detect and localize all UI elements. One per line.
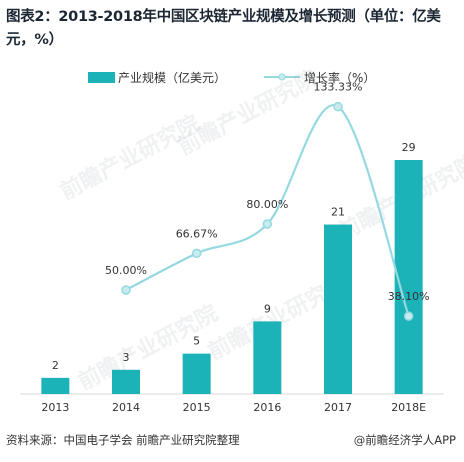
growth-rate-point [121, 285, 131, 295]
bar-value-label: 2 [52, 359, 59, 372]
bar-value-label: 21 [331, 206, 345, 219]
growth-rate-label: 50.00% [105, 264, 147, 277]
bar [324, 224, 352, 394]
x-tick-label: 2018E [391, 401, 426, 414]
growth-rate-label: 133.33% [314, 81, 363, 94]
legend-line-swatch [264, 73, 300, 81]
bar-value-label: 3 [123, 351, 130, 364]
growth-rate-label: 80.00% [246, 198, 288, 211]
x-tick-label: 2013 [41, 401, 69, 414]
bar-value-label: 29 [402, 141, 416, 154]
legend-bar-label: 产业规模（亿美元） [118, 71, 227, 85]
legend-line-label: 增长率（%） [304, 71, 376, 85]
growth-rate-point [403, 311, 414, 321]
bar [41, 377, 70, 394]
x-tick-label: 2014 [112, 401, 140, 414]
source-note: 资料来源：中国电子学会 前瞻产业研究院整理 [6, 433, 240, 447]
bar [394, 160, 423, 394]
growth-rate-point [333, 101, 343, 112]
brand-credit: @前瞻经济学人APP [353, 433, 456, 447]
bar [182, 353, 211, 394]
legend-bar-swatch [88, 72, 115, 83]
growth-rate-label: 38.10% [388, 290, 430, 303]
bar [112, 369, 140, 394]
x-tick-label: 2016 [253, 401, 281, 414]
x-tick-label: 2017 [324, 401, 352, 414]
growth-rate-point [262, 219, 273, 229]
bar [253, 321, 282, 394]
growth-rate-point [191, 248, 202, 259]
growth-rate-label: 66.67% [176, 227, 218, 240]
bar-value-label: 5 [193, 335, 200, 348]
x-tick-label: 2015 [183, 401, 211, 414]
chart-title: 图表2：2013-2018年中国区块链产业规模及增长预测（单位：亿美元，%） [6, 9, 441, 48]
legend: 产业规模（亿美元） 增长率（%） [0, 66, 464, 88]
bar-value-label: 9 [264, 302, 271, 315]
